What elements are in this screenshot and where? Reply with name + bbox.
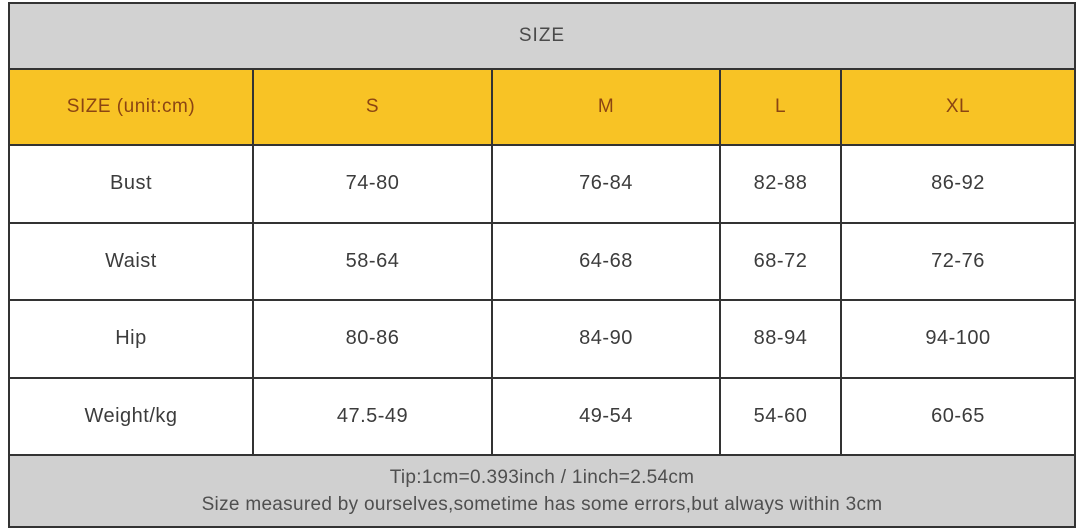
chart-title: SIZE: [10, 4, 1074, 70]
column-header-s: S: [254, 70, 493, 146]
bust-xl-value: 86-92: [842, 146, 1074, 224]
column-header-l: L: [721, 70, 842, 146]
weight-xl-value: 60-65: [842, 379, 1074, 456]
hip-xl-value: 94-100: [842, 301, 1074, 379]
waist-xl-value: 72-76: [842, 224, 1074, 301]
waist-s-value: 58-64: [254, 223, 493, 301]
bust-l-value: 82-88: [721, 146, 842, 224]
waist-l-value: 68-72: [721, 223, 842, 301]
disclaimer-line: Size measured by ourselves,sometime has …: [201, 494, 883, 515]
tip-line: Tip:1cm=0.393inch / 1inch=2.54cm: [389, 467, 695, 488]
weight-s-value: 47.5-49: [254, 378, 493, 456]
footer-notes: Tip:1cm=0.393inch / 1inch=2.54cm Size me…: [10, 456, 1074, 526]
hip-s-value: 80-86: [254, 301, 493, 379]
column-header-size-unit: SIZE (unit:cm): [10, 70, 254, 146]
column-header-m: M: [493, 70, 721, 146]
bust-m-value: 76-84: [493, 146, 721, 224]
bust-s-value: 74-80: [254, 146, 493, 224]
row-label-bust: Bust: [10, 146, 254, 224]
size-chart-table: SIZE SIZE (unit:cm) S M L XL Bust 74-80 …: [8, 2, 1076, 528]
weight-m-value: 49-54: [493, 378, 721, 456]
weight-l-value: 54-60: [721, 378, 842, 456]
row-label-hip: Hip: [10, 301, 254, 379]
waist-m-value: 64-68: [493, 223, 721, 301]
row-label-weight: Weight/kg: [10, 378, 254, 456]
hip-l-value: 88-94: [721, 301, 842, 379]
row-label-waist: Waist: [10, 223, 254, 301]
hip-m-value: 84-90: [493, 301, 721, 379]
column-header-xl: XL: [842, 70, 1074, 146]
